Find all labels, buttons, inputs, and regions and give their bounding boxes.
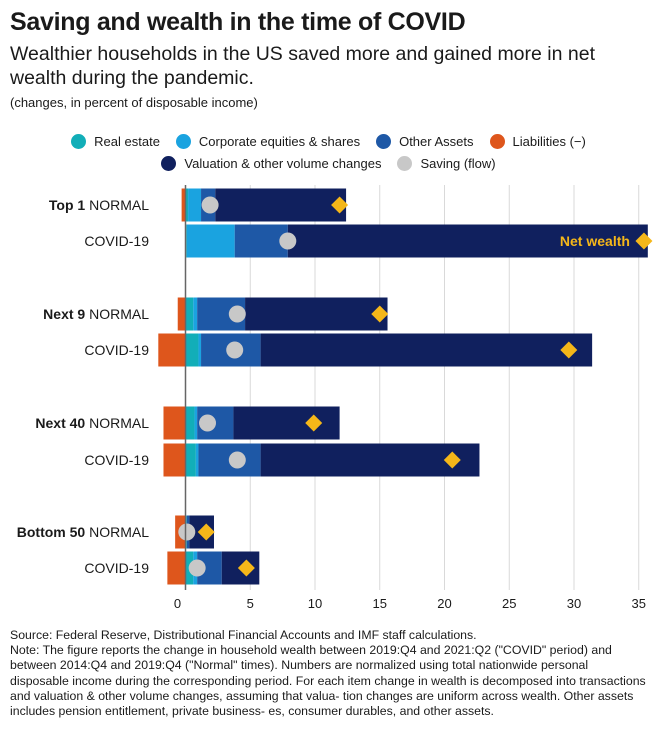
bar-segment-valuation xyxy=(245,297,388,331)
saving-marker xyxy=(178,523,196,541)
notes: Source: Federal Reserve, Distributional … xyxy=(10,628,650,742)
net-wealth-marker xyxy=(237,559,255,577)
bar-segment-corporate-equities xyxy=(193,297,198,331)
legend-label: Corporate equities & shares xyxy=(198,133,361,149)
net-wealth-label: Net wealth xyxy=(560,233,630,249)
bar-segment-liabilities xyxy=(181,188,186,222)
saving-swatch xyxy=(397,155,413,171)
x-tick-label: 15 xyxy=(373,596,387,611)
bar-segment-other-assets xyxy=(234,224,288,258)
period-name: NORMAL xyxy=(89,197,149,213)
legend-label: Saving (flow) xyxy=(420,155,496,171)
bar-segment-corporate-equities xyxy=(198,333,202,367)
row-label: Top 1 NORMAL xyxy=(49,197,149,213)
units-label: (changes, in percent of disposable incom… xyxy=(10,95,258,110)
saving-marker xyxy=(201,196,219,214)
bar-segment-liabilities xyxy=(163,443,186,477)
group-name: Next 9 xyxy=(43,306,89,322)
net-wealth-marker xyxy=(443,451,461,469)
group-name: Bottom 50 xyxy=(17,524,89,540)
period-name: NORMAL xyxy=(89,415,149,431)
saving-marker xyxy=(279,232,297,250)
other-assets-swatch xyxy=(376,133,392,149)
legend-label: Real estate xyxy=(94,133,160,149)
x-tick-label: 25 xyxy=(502,596,516,611)
period-name: NORMAL xyxy=(89,524,149,540)
x-tick-label: 0 xyxy=(174,596,181,611)
x-tick-label: 20 xyxy=(437,596,451,611)
corporate-equities-swatch xyxy=(175,133,191,149)
legend-item-real-estate: Real estate xyxy=(71,133,160,149)
bar-segment-liabilities xyxy=(163,406,186,440)
group-name: Next 40 xyxy=(35,415,89,431)
saving-marker xyxy=(228,451,246,469)
legend: Real estate Corporate equities & shares … xyxy=(0,130,657,174)
chart-plot: Top 1 NORMAL COVID-19 Next 9 NORMAL COVID-1… xyxy=(17,185,653,611)
legend-label: Other Assets xyxy=(399,133,474,149)
bar-segment-valuation xyxy=(287,224,648,258)
row-label: COVID-19 xyxy=(84,342,149,358)
chart-title: Saving and wealth in the time of COVID xyxy=(10,8,466,36)
chart-subtitle: Wealthier households in the US saved mor… xyxy=(10,43,595,89)
bar-segment-real-estate xyxy=(185,188,189,222)
net-wealth-marker xyxy=(560,341,578,359)
methodology-note: Note: The figure reports the change in h… xyxy=(10,643,646,719)
legend-item-valuation: Valuation & other volume changes xyxy=(161,155,382,171)
group-name: Top 1 xyxy=(49,197,89,213)
legend-row-1: Real estate Corporate equities & shares … xyxy=(0,130,657,152)
bar-segment-real-estate xyxy=(185,297,194,331)
x-tick-label: 10 xyxy=(308,596,322,611)
row-label: Bottom 50 NORMAL xyxy=(17,524,149,540)
bar-segment-liabilities xyxy=(177,297,186,331)
net-wealth-marker xyxy=(197,523,215,541)
x-tick-label: 35 xyxy=(632,596,646,611)
legend-item-saving: Saving (flow) xyxy=(397,155,496,171)
valuation-swatch xyxy=(161,155,177,171)
net-wealth-marker xyxy=(371,305,389,323)
bar-segment-corporate-equities xyxy=(195,443,199,477)
liabilities-swatch xyxy=(489,133,505,149)
bar-segment-valuation xyxy=(260,443,480,477)
row-label: COVID-19 xyxy=(84,452,149,468)
saving-marker xyxy=(226,341,244,359)
bar-segment-real-estate xyxy=(185,333,199,367)
bar-segment-liabilities xyxy=(158,333,186,367)
saving-marker xyxy=(188,559,206,577)
bar-segment-corporate-equities xyxy=(194,406,198,440)
x-tick-label: 5 xyxy=(247,596,254,611)
saving-marker xyxy=(228,305,246,323)
row-label: Next 9 NORMAL xyxy=(43,306,149,322)
legend-item-liabilities: Liabilities (−) xyxy=(489,133,586,149)
real-estate-swatch xyxy=(71,133,87,149)
source-note: Source: Federal Reserve, Distributional … xyxy=(10,628,477,642)
bar-segment-valuation xyxy=(233,406,340,440)
net-wealth-marker xyxy=(331,196,349,214)
legend-item-other-assets: Other Assets xyxy=(376,133,474,149)
net-wealth-marker xyxy=(635,232,653,250)
bar-segment-corporate-equities xyxy=(188,188,202,222)
bar-segment-valuation xyxy=(215,188,347,222)
bar-segment-valuation xyxy=(260,333,593,367)
legend-row-2: Valuation & other volume changes Saving … xyxy=(0,152,657,174)
bar-segment-liabilities xyxy=(167,551,186,585)
row-label: COVID-19 xyxy=(84,233,149,249)
bar-segment-real-estate xyxy=(185,443,196,477)
period-name: NORMAL xyxy=(89,306,149,322)
bar-segment-corporate-equities xyxy=(186,224,235,258)
row-label: COVID-19 xyxy=(84,560,149,576)
x-tick-label: 30 xyxy=(567,596,581,611)
saving-marker xyxy=(199,414,217,432)
bar-segment-real-estate xyxy=(185,406,195,440)
legend-item-corporate-equities: Corporate equities & shares xyxy=(175,133,361,149)
net-wealth-marker xyxy=(305,414,323,432)
legend-label: Valuation & other volume changes xyxy=(184,155,382,171)
legend-label: Liabilities (−) xyxy=(512,133,586,149)
row-label: Next 40 NORMAL xyxy=(35,415,149,431)
